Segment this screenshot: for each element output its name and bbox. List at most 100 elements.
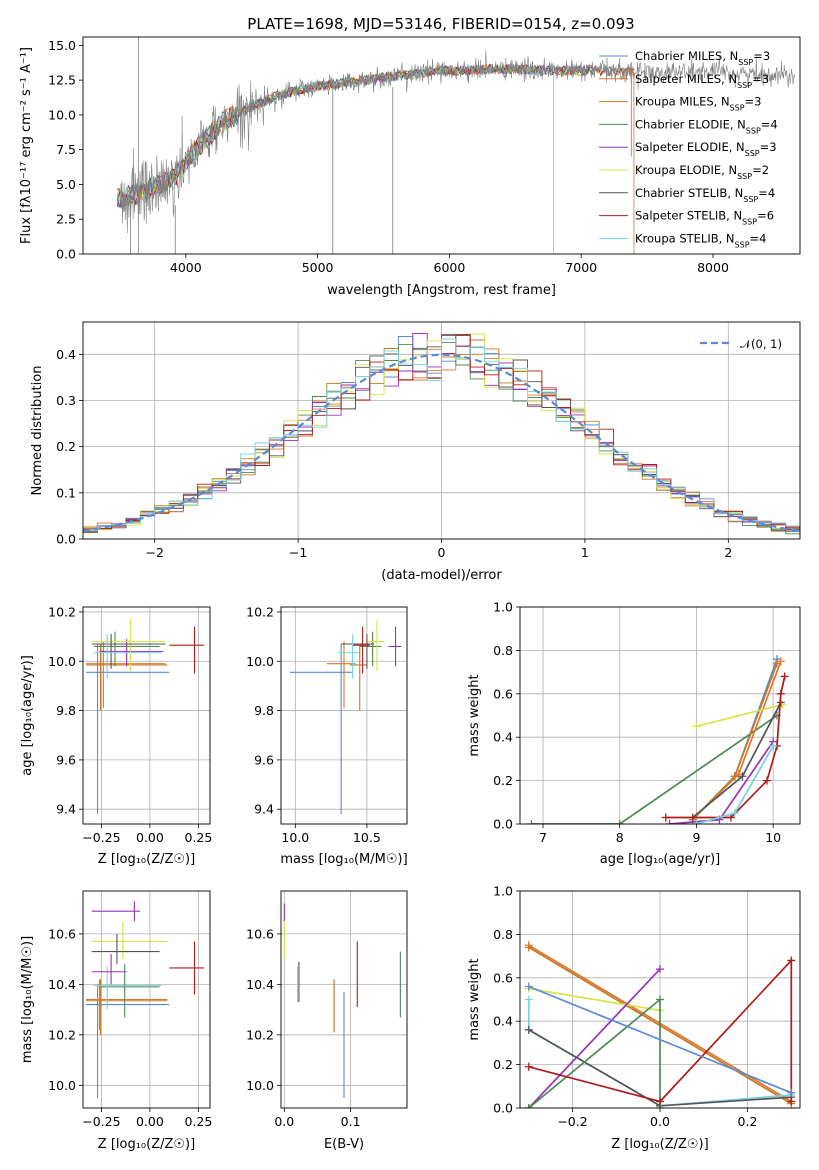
y-tick-label: 0.2	[493, 1057, 513, 1072]
series-marker	[787, 1088, 796, 1097]
series-marker	[656, 965, 664, 974]
y-axis-label: Flux [fλ10⁻¹⁷ erg cm⁻² s⁻¹ A⁻¹]	[19, 47, 34, 244]
plot-frame	[82, 890, 211, 1109]
series-marker	[776, 689, 785, 698]
x-tick-label: −0.2	[557, 1114, 587, 1129]
series-marker	[738, 772, 747, 781]
x-axis-label: wavelength [Angstrom, rest frame]	[327, 283, 556, 298]
x-axis-label: mass [log₁₀(M/M☉)]	[280, 852, 407, 867]
series-line-chabrier_miles	[528, 985, 792, 1094]
mass-weight-vs-metallicity-panel: −0.2 0.0 0.2 0.0 0.2 0.4 0.6 0.8 1.0 Z [log₁₀(Z/Z…	[467, 884, 801, 1152]
plot-frame	[519, 890, 801, 1109]
y-tick-label: 10.2	[246, 604, 274, 619]
y-axis-label: age [log₁₀(age/yr)]	[20, 655, 35, 776]
legend-entry: Chabrier MILES, NSSP=3	[635, 49, 770, 67]
x-tick-label: 0.00	[136, 830, 164, 845]
histograms	[83, 333, 800, 539]
y-axis-label: mass [log₁₀(M/M☉)]	[20, 936, 35, 1063]
series-marker	[763, 776, 772, 785]
y-tick-label: 10.2	[48, 604, 76, 619]
series-line-chabrier_stelib	[692, 702, 782, 819]
x-tick-label: 7	[539, 830, 547, 845]
normal-curve	[83, 353, 798, 532]
x-tick-label: 0.00	[136, 1114, 164, 1129]
x-tick-label: 0.2	[738, 1114, 758, 1129]
y-tick-label: 10.4	[48, 977, 76, 992]
y-tick-label: 1.0	[493, 600, 513, 615]
y-tick-label: 1.0	[493, 884, 513, 899]
x-tick-label: 0.1	[341, 1114, 361, 1129]
y-tick-label: 0.2	[493, 773, 513, 788]
error-bars	[85, 619, 205, 815]
y-tick-label: 9.6	[254, 752, 274, 767]
series-marker	[780, 672, 789, 681]
x-tick-label: 0.0	[274, 1114, 294, 1129]
x-axis-label: E(B-V)	[324, 1137, 364, 1152]
series-marker	[656, 995, 664, 1004]
error-bars	[289, 619, 402, 815]
y-tick-label: 2.5	[56, 212, 76, 227]
y-tick-label: 0.1	[56, 485, 76, 500]
error-bars	[283, 903, 401, 1098]
y-tick-label: 0.6	[493, 970, 513, 985]
series-marker	[527, 820, 536, 824]
legend-entry: Chabrier STELIB, NSSP=4	[635, 186, 775, 204]
y-tick-label: 0.8	[493, 927, 513, 942]
series-lines	[527, 655, 789, 824]
series-marker	[661, 813, 670, 822]
x-tick-label: 7000	[565, 260, 597, 275]
spectrum-lines	[116, 37, 795, 254]
x-axis-label: (data-model)/error	[381, 568, 502, 583]
x-axis-label: age [log₁₀(age/yr)]	[600, 852, 721, 867]
mass-vs-metallicity-panel: −0.25 0.00 0.25 10.0 10.2 10.4 10.6 Z [log₁₀(Z/…	[20, 890, 212, 1152]
series-marker	[730, 772, 739, 781]
series-marker	[692, 722, 701, 731]
y-tick-label: 10.0	[246, 654, 274, 669]
series-marker	[524, 943, 533, 952]
plot-frame	[82, 36, 801, 255]
series-line-kroupa_elodie	[696, 703, 783, 728]
series-line-chabrier_elodie	[528, 997, 661, 1108]
x-tick-label: 9	[692, 830, 700, 845]
y-tick-label: 9.6	[56, 752, 76, 767]
x-axis-label: Z [log₁₀(Z/Z☉)]	[98, 1137, 195, 1152]
y-tick-label: 0.3	[56, 393, 76, 408]
y-tick-label: 0.0	[493, 817, 513, 832]
x-tick-label: 1	[581, 545, 589, 560]
series-marker	[524, 1025, 533, 1034]
series-marker	[730, 809, 739, 818]
x-tick-label: 0	[438, 545, 446, 560]
y-tick-label: 15.0	[48, 38, 76, 53]
x-tick-label: 0.0	[650, 1114, 670, 1129]
y-tick-label: 9.8	[254, 703, 274, 718]
x-tick-label: 5000	[302, 260, 334, 275]
legend-entry: Kroupa ELODIE, NSSP=2	[635, 163, 769, 181]
series-marker	[524, 1104, 533, 1108]
x-tick-label: −0.25	[82, 830, 120, 845]
series-marker	[524, 995, 533, 1004]
y-tick-label: 9.4	[56, 802, 76, 817]
figure-title: PLATE=1698, MJD=53146, FIBERID=0154, z=0…	[247, 15, 634, 33]
legend-entry: Salpeter ELODIE, NSSP=3	[635, 140, 777, 158]
y-tick-label: 0.4	[493, 1014, 513, 1029]
y-tick-label: 5.0	[56, 177, 76, 192]
x-tick-label: 4000	[170, 260, 202, 275]
y-tick-label: 0.8	[493, 643, 513, 658]
error-bars	[85, 901, 205, 1098]
model-spectrum-salpeter_stelib	[116, 63, 634, 207]
residual-histogram-panel: −2 −1 0 1 2 0.0 0.1 0.2 0.3 0.4 (data-model)/error…	[30, 321, 801, 583]
age-vs-mass-panel: 10.0 10.5 9.4 9.6 9.8 10.0 10.2 mass [log₁₀(M/M…	[246, 604, 408, 867]
x-tick-label: −1	[289, 545, 307, 560]
series-marker	[615, 820, 624, 824]
y-tick-label: 10.4	[246, 977, 274, 992]
mass-vs-ebv-panel: 0.0 0.1 10.0 10.2 10.4 10.6 E(B-V)	[246, 890, 408, 1152]
y-tick-label: 9.4	[254, 802, 274, 817]
y-tick-label: 10.6	[48, 926, 76, 941]
series-marker	[772, 659, 781, 668]
y-tick-label: 7.5	[56, 142, 76, 157]
y-tick-label: 12.5	[48, 73, 76, 88]
plot-frame	[82, 321, 801, 540]
y-tick-label: 10.2	[246, 1027, 274, 1042]
series-marker	[656, 1097, 664, 1106]
